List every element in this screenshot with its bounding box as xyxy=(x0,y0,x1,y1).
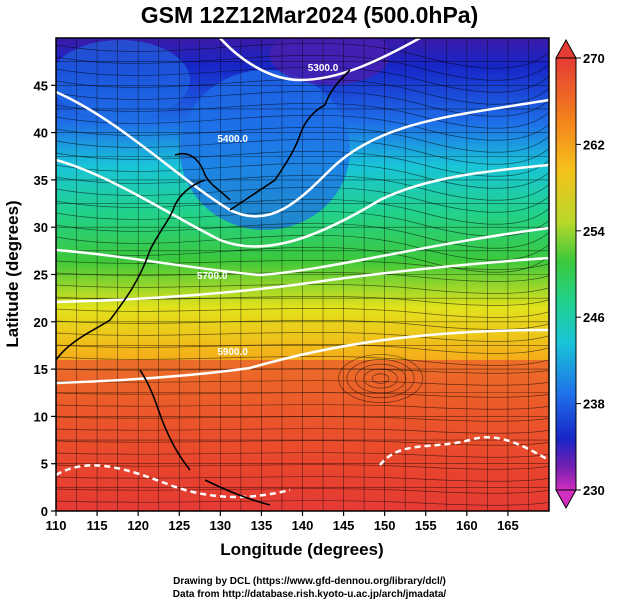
streamline xyxy=(56,246,549,273)
streamlines xyxy=(56,42,560,518)
x-tick-label: 140 xyxy=(292,518,314,533)
colorbar-tick-label: 254 xyxy=(583,224,605,239)
cold-region-west xyxy=(56,40,190,120)
streamline xyxy=(56,392,549,398)
x-axis-label: Longitude (degrees) xyxy=(220,540,383,559)
y-tick-label: 40 xyxy=(34,126,48,141)
streamline xyxy=(56,404,549,410)
x-tick-label: 115 xyxy=(87,518,108,533)
credits-drawing: Drawing by DCL (https://www.gfd-dennou.o… xyxy=(173,576,446,587)
streamline xyxy=(56,284,549,294)
x-tick-label: 135 xyxy=(251,518,273,533)
eddy-circle xyxy=(346,359,415,399)
streamline xyxy=(56,320,549,330)
streamline xyxy=(56,452,549,458)
chart-title: GSM 12Z12Mar2024 (500.0hPa) xyxy=(140,2,479,28)
streamline xyxy=(56,513,560,518)
eddy-circle xyxy=(371,373,390,384)
colorbar-tick-label: 270 xyxy=(583,51,605,66)
streamline xyxy=(56,260,549,270)
streamline xyxy=(56,42,549,69)
coastlines xyxy=(56,69,351,506)
streamline xyxy=(56,78,549,105)
streamline xyxy=(56,90,549,117)
streamline xyxy=(56,210,549,237)
credits-data: Data from http://database.rish.kyoto-u.a… xyxy=(172,589,447,600)
y-tick-label: 5 xyxy=(41,457,48,472)
y-tick-label: 10 xyxy=(34,409,48,424)
streamline xyxy=(56,114,549,141)
contour-label: 5900.0 xyxy=(217,347,248,358)
colorbar-tick-label: 230 xyxy=(583,483,605,498)
y-tick-label: 35 xyxy=(34,173,48,188)
streamline xyxy=(56,222,549,249)
colorbar-scale xyxy=(555,57,577,491)
streamline xyxy=(56,66,549,93)
streamline xyxy=(56,464,549,470)
x-tick-label: 130 xyxy=(209,518,231,533)
grid-lines xyxy=(56,38,549,511)
streamline xyxy=(56,428,549,434)
colorbar-tick-label: 238 xyxy=(583,397,605,412)
streamline xyxy=(56,138,549,165)
y-tick-label: 20 xyxy=(34,315,48,330)
streamline xyxy=(56,174,549,201)
streamline xyxy=(56,500,549,506)
colorbar-bottom-arrow xyxy=(555,489,577,510)
streamline xyxy=(56,380,549,386)
colorbar-ticks: 270 262 254 246 238 230 xyxy=(576,51,605,498)
y-axis-label: Latitude (degrees) xyxy=(3,200,22,347)
streamline xyxy=(56,368,549,374)
streamline xyxy=(56,356,549,366)
streamline xyxy=(56,162,549,189)
streamline xyxy=(56,186,549,213)
y-tick-label: 30 xyxy=(34,220,48,235)
eddy-circle xyxy=(363,368,398,389)
x-tick-label: 160 xyxy=(456,518,478,533)
colorbar-tick-label: 262 xyxy=(583,137,605,152)
x-tick-label: 110 xyxy=(46,518,67,533)
streamline xyxy=(56,440,549,446)
x-tick-label: 120 xyxy=(127,518,149,533)
x-tick-label: 145 xyxy=(333,518,355,533)
contour-labels: 5300.0 5400.0 5700.0 5900.0 xyxy=(197,63,339,358)
colorbar-tick-label: 246 xyxy=(583,310,605,325)
cold-trough xyxy=(180,70,350,230)
y-tick-label: 25 xyxy=(34,268,48,283)
x-tick-label: 150 xyxy=(374,518,396,533)
y-tick-label: 15 xyxy=(34,362,48,377)
y-tick-label: 45 xyxy=(34,78,48,93)
height-contours xyxy=(56,38,549,499)
x-axis-ticks: 110 115 120 125 130 135 140 145 150 155 160 165 xyxy=(46,511,519,533)
eddy-circle xyxy=(338,354,423,403)
streamline xyxy=(56,126,549,153)
x-tick-label: 155 xyxy=(415,518,437,533)
x-tick-label: 165 xyxy=(497,518,519,533)
credits: Drawing by DCL (https://www.gfd-dennou.o… xyxy=(0,575,619,601)
streamline xyxy=(56,416,549,422)
streamline xyxy=(56,54,549,81)
y-tick-label: 0 xyxy=(41,504,48,519)
streamline xyxy=(56,102,549,129)
streamline xyxy=(56,332,549,342)
colorbar-top-arrow xyxy=(555,38,577,59)
streamline xyxy=(56,344,549,354)
contour-label: 5700.0 xyxy=(197,271,228,282)
colorbar: 270 262 254 246 238 230 xyxy=(555,38,605,510)
streamline xyxy=(56,198,549,225)
contour-label: 5300.0 xyxy=(308,63,339,74)
eddy-circle xyxy=(355,363,407,394)
streamline xyxy=(56,488,549,494)
streamline xyxy=(56,308,549,318)
y-axis-ticks: 0 5 10 15 20 25 30 35 40 45 xyxy=(34,78,56,519)
contour-label: 5400.0 xyxy=(217,134,248,145)
x-tick-label: 125 xyxy=(168,518,190,533)
